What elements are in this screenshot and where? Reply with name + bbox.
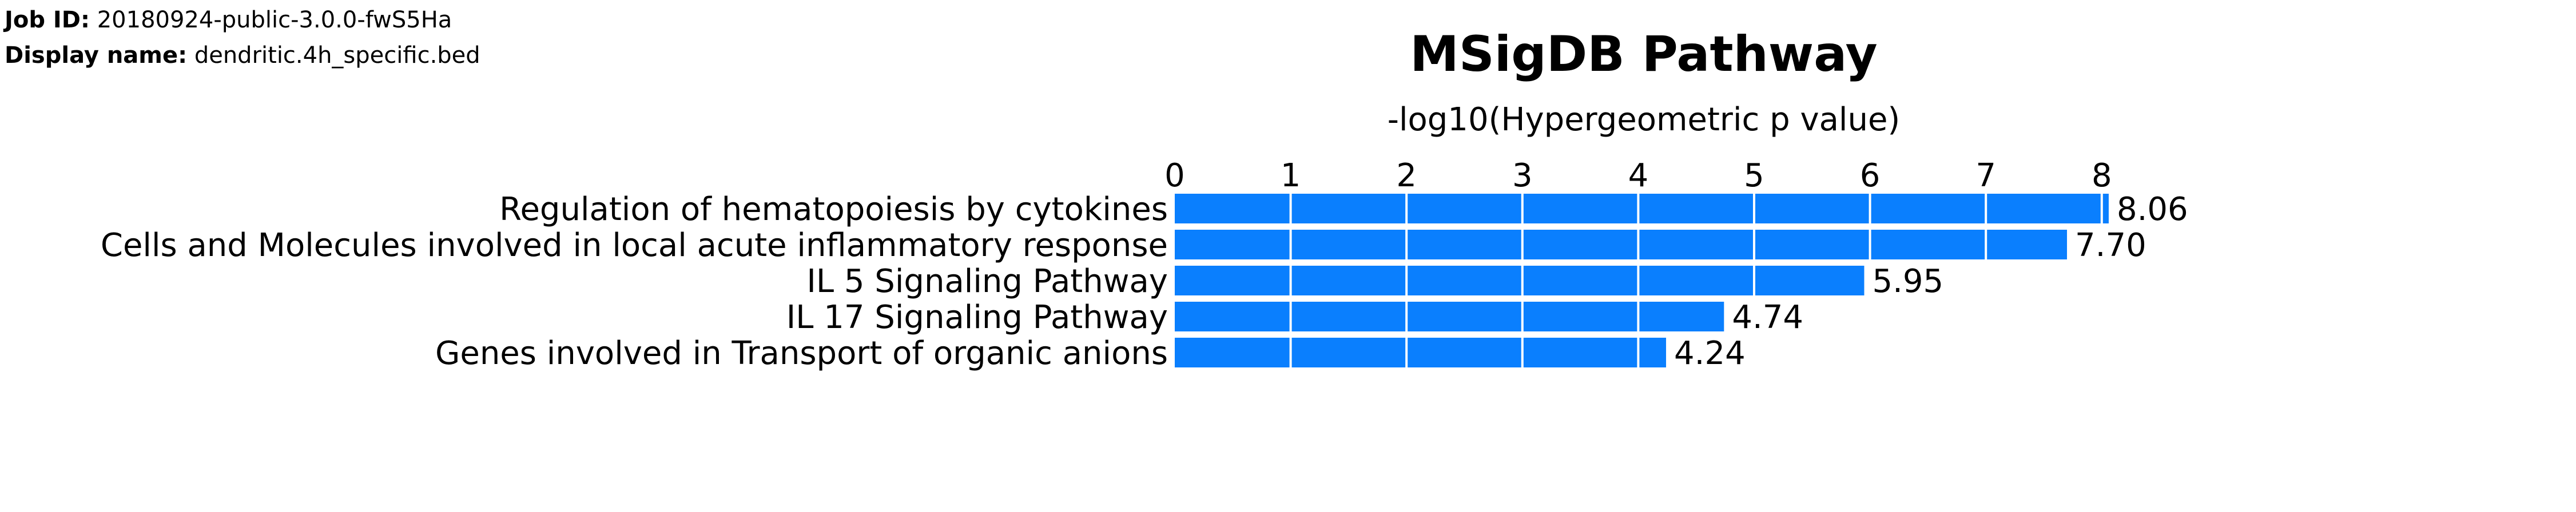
value-label: 4.74 — [1732, 299, 1803, 336]
category-label: Genes involved in Transport of organic a… — [435, 335, 1168, 372]
job-info: Job ID: 20180924-public-3.0.0-fwS5Ha Dis… — [5, 2, 480, 73]
job-id-label: Job ID: — [5, 7, 90, 33]
x-ticks: 0 1 2 3 4 5 6 7 8 — [1164, 157, 2112, 194]
x-axis-label: -log10(Hypergeometric p value) — [1388, 101, 1901, 138]
value-label: 8.06 — [2117, 191, 2188, 228]
job-id-value: 20180924-public-3.0.0-fwS5Ha — [97, 7, 452, 33]
x-tick-label: 6 — [1860, 157, 1881, 194]
x-tick-label: 5 — [1744, 157, 1764, 194]
bar — [1175, 194, 2109, 223]
x-tick-label: 2 — [1396, 157, 1417, 194]
category-label: Regulation of hematopoiesis by cytokines — [499, 191, 1168, 228]
category-labels: Regulation of hematopoiesis by cytokines… — [101, 191, 1168, 372]
grid-lines — [1289, 194, 2103, 367]
value-labels: 8.067.70 5.95 4.744.24 — [1674, 191, 2188, 372]
x-tick-label: 0 — [1164, 157, 1185, 194]
value-label: 7.70 — [2075, 227, 2146, 264]
display-name-row: Display name: dendritic.4h_specific.bed — [5, 38, 480, 73]
category-label: IL 17 Signaling Pathway — [786, 299, 1168, 336]
x-tick-label: 7 — [1975, 157, 1996, 194]
value-label: 4.24 — [1674, 335, 1746, 372]
x-tick-label: 1 — [1281, 157, 1301, 194]
bar — [1175, 302, 1724, 331]
display-name-value: dendritic.4h_specific.bed — [194, 42, 480, 69]
value-label: 5.95 — [1872, 263, 1943, 300]
bar — [1175, 266, 1865, 295]
bars — [1175, 194, 2109, 367]
x-tick-label: 8 — [2092, 157, 2112, 194]
category-label: Cells and Molecules involved in local ac… — [101, 227, 1168, 264]
x-tick-label: 4 — [1628, 157, 1649, 194]
job-id-row: Job ID: 20180924-public-3.0.0-fwS5Ha — [5, 2, 480, 38]
bar — [1175, 338, 1667, 367]
chart-title: MSigDB Pathway — [1410, 26, 1877, 83]
display-name-label: Display name: — [5, 42, 188, 69]
x-tick-label: 3 — [1512, 157, 1533, 194]
bar — [1175, 230, 2068, 259]
category-label: IL 5 Signaling Pathway — [806, 263, 1168, 300]
